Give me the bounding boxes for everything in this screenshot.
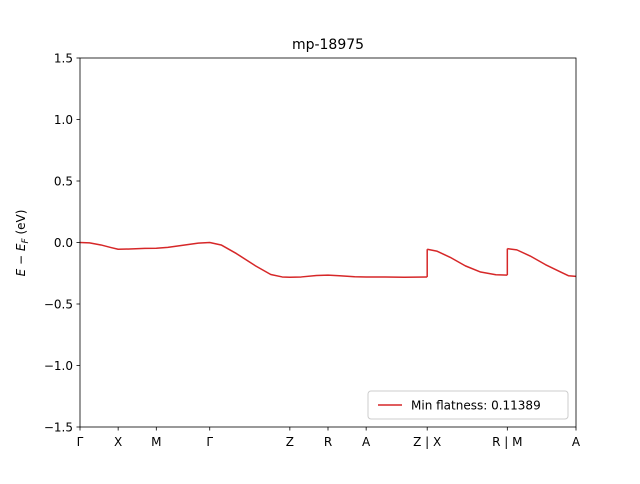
legend-box — [367, 390, 569, 420]
x-tick-label: R | M — [492, 435, 522, 449]
band-line-segment-1 — [79, 241, 428, 279]
y-tick-label: −0.5 — [44, 298, 73, 312]
y-tick-label: 1.5 — [54, 52, 73, 66]
chart-title: mp-18975 — [292, 37, 364, 53]
y-tick-label: −1.5 — [44, 421, 73, 435]
x-tick-label: Γ — [77, 435, 84, 449]
x-tick-label: A — [572, 435, 581, 449]
x-tick-label: X — [114, 435, 122, 449]
x-tick-label: Γ — [206, 435, 213, 449]
y-tick-label: 1.0 — [54, 113, 73, 127]
x-tick-label: Z — [286, 435, 294, 449]
y-tick-label: −1.0 — [44, 359, 73, 373]
y-tick-label: 0.5 — [54, 175, 73, 189]
plot-layer — [79, 241, 577, 279]
x-tick-label: R — [324, 435, 332, 449]
y-axis-label-text: E − EF (eV) — [14, 210, 31, 277]
x-tick-label: Z | X — [413, 435, 441, 449]
axes-layer: −1.5 −1.0 −0.5 0.0 0.5 1.0 1.5 Γ X M Γ Z R A Z | X R | … — [44, 52, 581, 450]
legend: Min flatness: 0.11389 — [367, 390, 569, 420]
y-tick-label: 0.0 — [54, 236, 73, 250]
legend-label: Min flatness: 0.11389 — [411, 399, 541, 413]
y-axis-label: E − EF (eV) — [14, 210, 31, 277]
band-line-segment-2 — [427, 248, 508, 276]
x-tick-label: M — [151, 435, 161, 449]
x-tick-label: A — [362, 435, 371, 449]
band-line-segment-3 — [507, 247, 577, 278]
